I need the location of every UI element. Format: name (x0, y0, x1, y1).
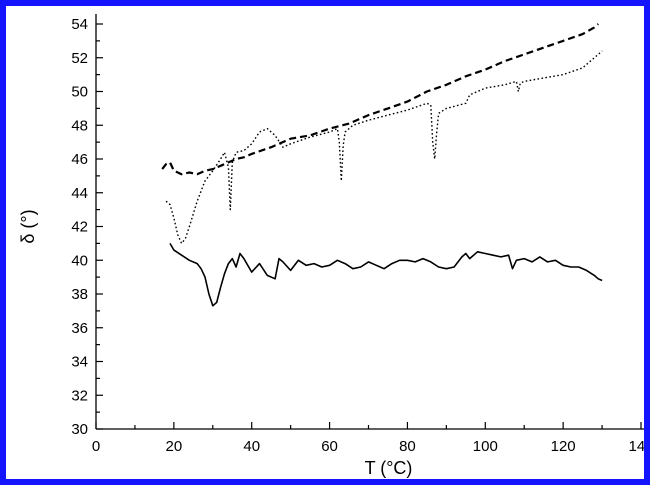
y-tick-label: 32 (71, 387, 88, 404)
x-tick-label: 120 (551, 438, 576, 455)
y-axis-title: δ (°) (18, 209, 38, 243)
y-tick-label: 54 (71, 16, 88, 33)
x-tick-label: 20 (166, 438, 183, 455)
y-tick-label: 36 (71, 320, 88, 337)
x-tick-label: 0 (92, 438, 100, 455)
x-tick-label: 100 (473, 438, 498, 455)
x-axis-title: T (°C) (365, 458, 413, 478)
series-line-dashed (161, 23, 599, 176)
y-tick-label: 40 (71, 252, 88, 269)
y-tick-label: 52 (71, 50, 88, 67)
y-tick-label: 34 (71, 354, 88, 371)
y-tick-label: 38 (71, 286, 88, 303)
series-line-dotted (165, 50, 603, 245)
y-tick-label: 48 (71, 117, 88, 134)
y-tick-label: 42 (71, 219, 88, 236)
line-chart: 0 20 40 60 80 100 120 140 30 32 34 36 38 40 42 44 46 48 50… (18, 14, 650, 478)
y-tick-label: 46 (71, 151, 88, 168)
y-tick-label: 30 (71, 421, 88, 438)
x-tick-label: 140 (628, 438, 650, 455)
y-tick-label: 50 (71, 84, 88, 101)
x-tick-label: 40 (243, 438, 260, 455)
x-tick-label: 60 (321, 438, 338, 455)
series-line-solid (169, 242, 603, 307)
y-tick-label: 44 (71, 185, 88, 202)
x-tick-label: 80 (399, 438, 416, 455)
